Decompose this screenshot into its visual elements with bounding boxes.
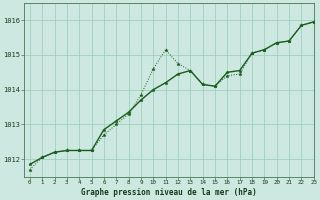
X-axis label: Graphe pression niveau de la mer (hPa): Graphe pression niveau de la mer (hPa)	[81, 188, 257, 197]
